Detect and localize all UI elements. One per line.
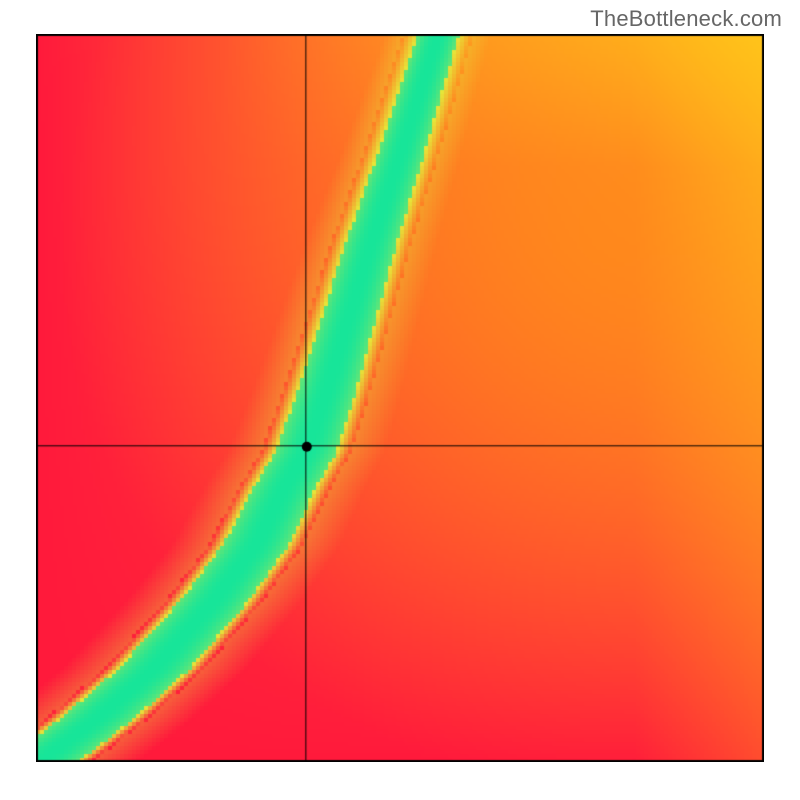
chart-plot-area [36,34,764,762]
watermark-text: TheBottleneck.com [590,6,782,32]
heatmap-canvas [36,34,764,762]
